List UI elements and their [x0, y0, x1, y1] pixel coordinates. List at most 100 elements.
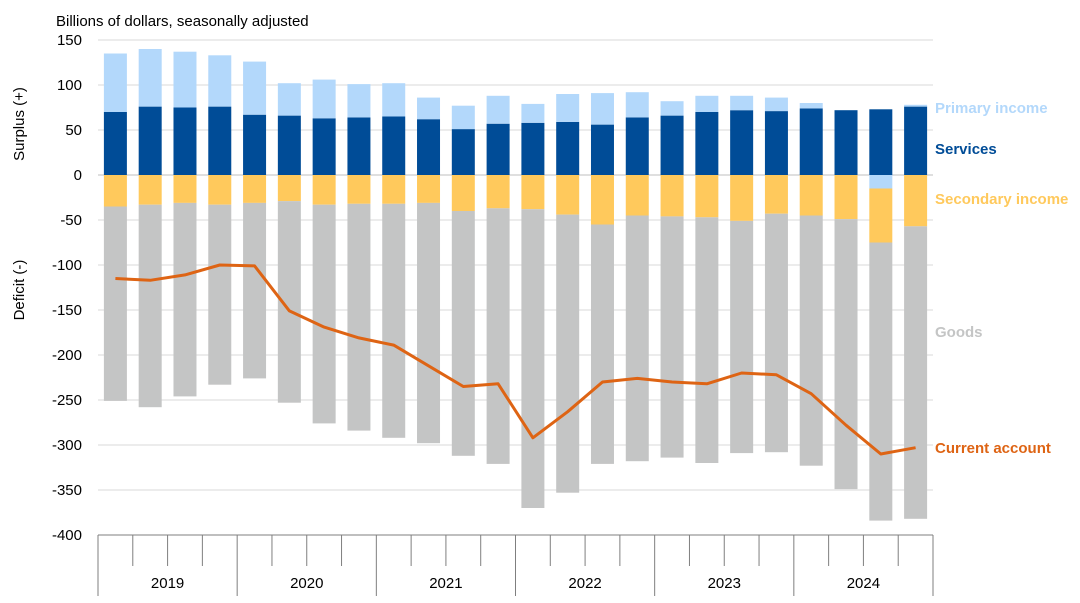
- bar-goods: [208, 204, 232, 385]
- bar-secondary-income: [660, 175, 684, 217]
- bar-goods: [834, 219, 858, 490]
- bar-primary-income: [695, 95, 719, 112]
- y-tick-label: -400: [52, 527, 82, 544]
- bar-secondary-income: [834, 175, 858, 220]
- y-tick-label: 0: [74, 167, 82, 184]
- bar-services: [486, 123, 510, 175]
- bar-goods: [417, 202, 441, 444]
- x-year-label: 2022: [568, 575, 601, 592]
- bar-secondary-income: [625, 175, 649, 216]
- bar-services: [764, 111, 788, 175]
- bar-services: [173, 107, 197, 175]
- bar-secondary-income: [312, 175, 336, 205]
- bar-goods: [730, 220, 754, 454]
- bar-services: [904, 106, 928, 175]
- bar-secondary-income: [590, 175, 614, 225]
- bar-secondary-income: [556, 175, 580, 215]
- y-tick-label: 150: [57, 32, 82, 49]
- bar-primary-income: [799, 103, 823, 109]
- bar-services: [451, 129, 475, 175]
- bar-secondary-income: [417, 175, 441, 203]
- legend-current-account: Current account: [935, 440, 1051, 457]
- bar-services: [243, 114, 267, 175]
- bar-goods: [173, 202, 197, 397]
- y-tick-label: 50: [65, 122, 82, 139]
- bar-services: [590, 124, 614, 175]
- y-tick-label: -100: [52, 257, 82, 274]
- y-label-deficit: Deficit (-): [11, 260, 28, 321]
- bar-goods: [312, 204, 336, 424]
- y-tick-label: -200: [52, 347, 82, 364]
- bar-secondary-income: [764, 175, 788, 214]
- legend-services: Services: [935, 141, 997, 158]
- bar-goods: [277, 201, 301, 403]
- bar-goods: [521, 209, 545, 508]
- bar-primary-income: [486, 95, 510, 124]
- bar-services: [208, 106, 232, 175]
- bar-primary-income: [904, 104, 928, 107]
- bar-services: [660, 115, 684, 175]
- bar-primary-income: [625, 92, 649, 118]
- bar-services: [312, 118, 336, 175]
- bar-secondary-income: [799, 175, 823, 216]
- y-tick-label: -300: [52, 437, 82, 454]
- bar-goods: [138, 204, 162, 408]
- bar-secondary-income: [277, 175, 301, 202]
- bar-services: [730, 110, 754, 175]
- x-year-label: 2023: [708, 575, 741, 592]
- bar-primary-income: [277, 83, 301, 116]
- legend-secondary-income: Secondary income: [935, 191, 1068, 208]
- y-tick-label: -50: [60, 212, 82, 229]
- bar-services: [347, 117, 371, 175]
- y-label-surplus: Surplus (+): [11, 87, 28, 161]
- current-account-line: [115, 263, 916, 456]
- bar-services: [103, 112, 127, 175]
- bar-goods: [486, 208, 510, 464]
- bar-secondary-income: [138, 175, 162, 205]
- bar-primary-income: [451, 105, 475, 130]
- bar-secondary-income: [695, 175, 719, 218]
- x-year-label: 2021: [429, 575, 462, 592]
- bar-services: [417, 119, 441, 175]
- bar-secondary-income: [486, 175, 510, 209]
- legend-primary-income: Primary income: [935, 100, 1048, 117]
- x-year-label: 2019: [151, 575, 184, 592]
- bar-goods: [451, 211, 475, 456]
- bar-primary-income: [347, 84, 371, 118]
- bar-goods: [382, 203, 406, 438]
- bar-primary-income: [138, 49, 162, 107]
- bar-primary-income: [103, 53, 127, 112]
- bar-secondary-income: [904, 175, 928, 227]
- bar-goods: [243, 202, 267, 379]
- bar-goods: [660, 216, 684, 458]
- bar-primary-income: [243, 61, 267, 115]
- bar-services: [799, 108, 823, 175]
- bar-primary-income: [660, 101, 684, 116]
- x-year-label: 2020: [290, 575, 323, 592]
- bar-services: [556, 121, 580, 175]
- bar-primary-income: [417, 97, 441, 120]
- y-axis-ticks: 150 100 50 0 -50 -100 -150 -200 -250 -300 -350 -400: [52, 32, 82, 544]
- bar-services: [834, 110, 858, 175]
- bar-primary-income: [173, 51, 197, 108]
- bar-primary-income: [764, 97, 788, 112]
- bar-services: [382, 116, 406, 175]
- bar-services: [695, 112, 719, 175]
- bar-primary-income: [730, 95, 754, 111]
- bar-primary-income: [590, 93, 614, 125]
- bar-goods: [695, 217, 719, 463]
- y-tick-label: -250: [52, 392, 82, 409]
- bar-goods: [556, 214, 580, 493]
- bar-secondary-income: [869, 188, 893, 243]
- legend: Primary income Services Secondary income…: [935, 100, 1068, 457]
- y-tick-label: -350: [52, 482, 82, 499]
- bar-secondary-income: [103, 175, 127, 207]
- bar-primary-income: [869, 175, 893, 189]
- x-year-label: 2024: [847, 575, 880, 592]
- current-account-line-group: [115, 263, 916, 456]
- bar-secondary-income: [347, 175, 371, 204]
- gridlines: [98, 39, 933, 491]
- bar-primary-income: [382, 83, 406, 117]
- x-axis: 2019 2020 2021 2022 2023 2024: [97, 534, 934, 596]
- bar-secondary-income: [730, 175, 754, 221]
